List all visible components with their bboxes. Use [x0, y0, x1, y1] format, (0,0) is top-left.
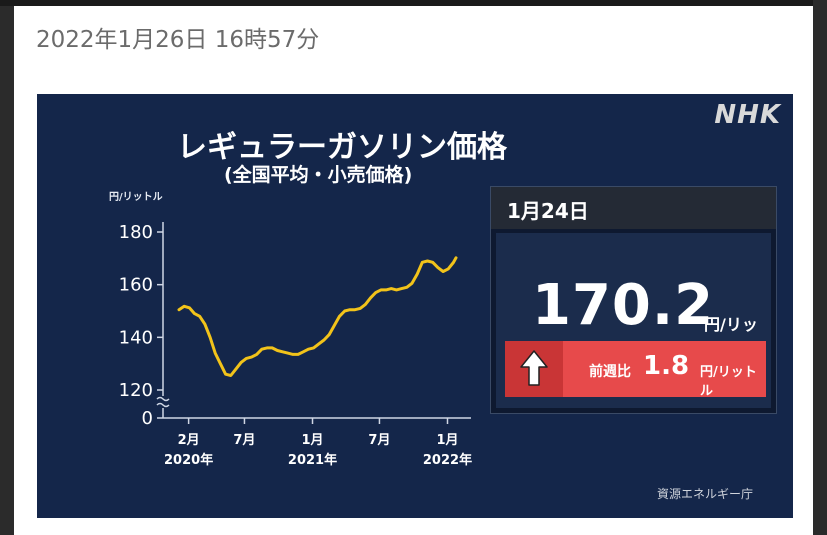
x-tick-month-label: 7月	[368, 433, 390, 448]
change-unit: 円/リットル	[700, 365, 757, 399]
y-tick-label: 180	[119, 222, 153, 243]
price-series-line	[177, 256, 458, 377]
article-sheet: 2022年1月26日 16時57分 NHK レギュラーガソリン価格 (全国平均・…	[14, 6, 813, 535]
chart-panel: NHK レギュラーガソリン価格 (全国平均・小売価格) 円/リットル 0 120 14…	[37, 94, 793, 518]
price-card: 1月24日 170.2 円/リットル 前週比 1.8 円/リットル	[490, 186, 777, 414]
axis-break-icon	[156, 396, 170, 408]
chart-title: レギュラーガソリン価格	[177, 130, 507, 165]
price-card-body: 170.2 円/リットル 前週比 1.8 円/リットル	[496, 233, 771, 408]
nhk-logo: NHK	[714, 100, 781, 130]
y-tick-label: 120	[119, 380, 153, 401]
data-source: 資源エネルギー庁	[656, 487, 753, 501]
top-strip	[0, 0, 827, 6]
timestamp: 2022年1月26日 16時57分	[36, 27, 320, 53]
y-axis-unit: 円/リットル	[109, 191, 163, 203]
weekly-change-box: 前週比 1.8 円/リットル	[505, 341, 766, 399]
y-tick-label: 160	[119, 275, 153, 296]
price-value: 170.2	[532, 273, 715, 338]
price-card-header: 1月24日	[491, 187, 776, 229]
line-chart: 円/リットル 0 120 140 160 180 2月 2020年 7月 1月 2021年 7月 1月 2…	[109, 191, 472, 468]
x-tick-month-label: 1月	[436, 433, 458, 448]
chart-subtitle: (全国平均・小売価格)	[224, 164, 413, 186]
price-date: 1月24日	[507, 199, 589, 223]
x-tick-month-label: 2月	[178, 433, 200, 448]
up-arrow-icon	[505, 341, 563, 397]
x-tick-year-label: 2022年	[423, 452, 472, 468]
y-tick-label: 0	[142, 408, 153, 429]
x-tick-year-label: 2021年	[288, 452, 337, 468]
x-tick-month-label: 1月	[301, 433, 323, 448]
change-label: 前週比	[589, 364, 631, 380]
x-tick-year-label: 2020年	[164, 452, 213, 468]
right-edge	[813, 0, 827, 535]
y-tick-label: 140	[119, 327, 153, 348]
x-tick-month-label: 7月	[233, 433, 255, 448]
change-value: 1.8	[643, 351, 690, 381]
